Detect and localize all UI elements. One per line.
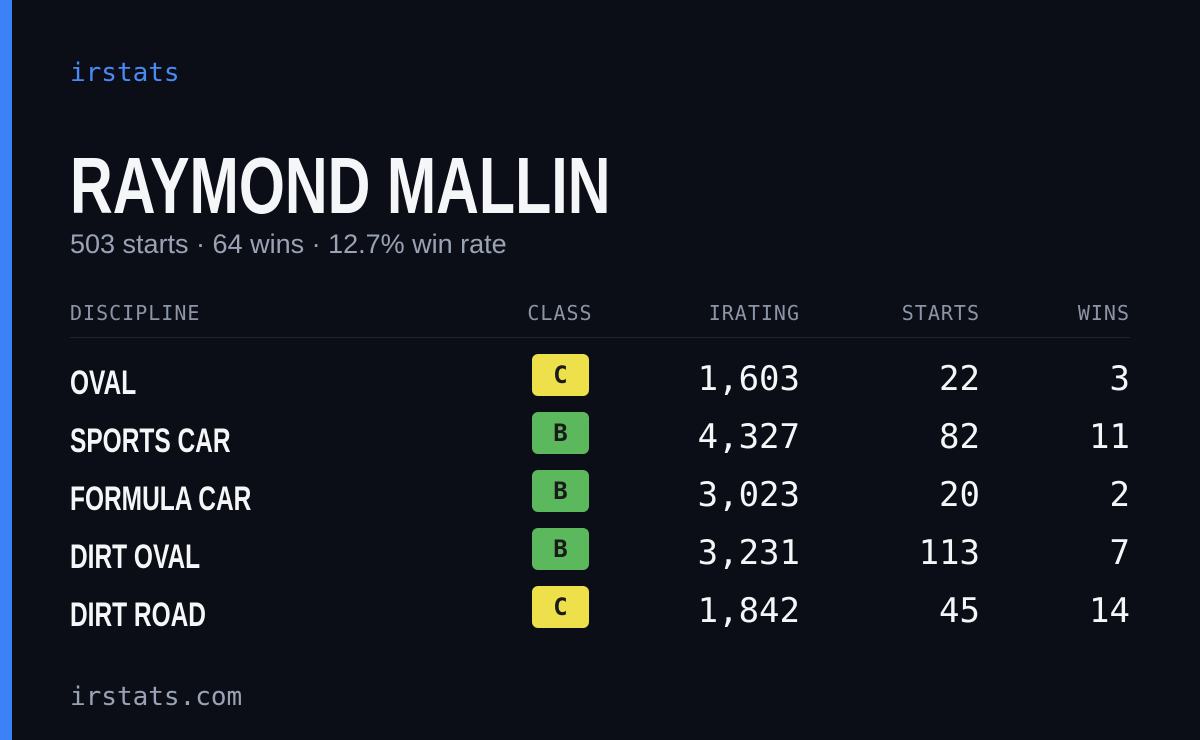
discipline: OVAL bbox=[70, 364, 137, 402]
driver-name: RAYMOND MALLIN bbox=[70, 141, 611, 230]
discipline: DIRT OVAL bbox=[70, 538, 201, 576]
wins-value: 14 bbox=[1089, 591, 1130, 631]
irating-value: 1,603 bbox=[697, 359, 800, 399]
summary: 503 starts · 64 wins · 12.7% win rate bbox=[70, 229, 507, 259]
column-header: STARTS bbox=[901, 301, 980, 325]
starts-value: 20 bbox=[939, 475, 980, 515]
column-header: WINS bbox=[1077, 301, 1130, 325]
discipline: DIRT ROAD bbox=[70, 596, 207, 634]
class-badge: B bbox=[532, 528, 589, 570]
irating-value: 1,842 bbox=[697, 591, 800, 631]
irating-value: 3,023 bbox=[697, 475, 800, 515]
brand: irstats bbox=[70, 58, 180, 88]
column-header: IRATING bbox=[708, 301, 800, 325]
discipline: FORMULA CAR bbox=[70, 480, 252, 518]
class-badge: C bbox=[532, 354, 589, 396]
irating-value: 3,231 bbox=[697, 533, 800, 573]
starts-value: 113 bbox=[918, 533, 980, 573]
irating-value: 4,327 bbox=[697, 417, 800, 457]
wins-value: 7 bbox=[1109, 533, 1130, 573]
class-badge: C bbox=[532, 586, 589, 628]
wins-value: 2 bbox=[1109, 475, 1130, 515]
footer-url: irstats.com bbox=[70, 682, 243, 712]
column-header: CLASS bbox=[527, 301, 593, 325]
wins-value: 11 bbox=[1089, 417, 1130, 457]
discipline: SPORTS CAR bbox=[70, 422, 231, 460]
accent-stripe bbox=[0, 0, 12, 740]
wins-value: 3 bbox=[1109, 359, 1130, 399]
class-badge: B bbox=[532, 470, 589, 512]
class-badge: B bbox=[532, 412, 589, 454]
starts-value: 45 bbox=[939, 591, 980, 631]
starts-value: 82 bbox=[939, 417, 980, 457]
starts-value: 22 bbox=[939, 359, 980, 399]
column-header: DISCIPLINE bbox=[70, 301, 201, 325]
header-rule bbox=[70, 337, 1130, 338]
